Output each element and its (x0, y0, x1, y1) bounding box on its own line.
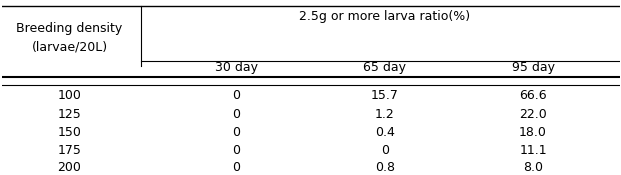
Text: 18.0: 18.0 (519, 126, 547, 139)
Text: 0: 0 (381, 144, 389, 157)
Text: 0: 0 (232, 108, 240, 121)
Text: 95 day: 95 day (512, 61, 555, 74)
Text: 0: 0 (232, 126, 240, 139)
Text: 8.0: 8.0 (523, 161, 543, 174)
Text: 175: 175 (58, 144, 81, 157)
Text: 150: 150 (58, 126, 81, 139)
Text: 2.5g or more larva ratio(%): 2.5g or more larva ratio(%) (299, 10, 470, 23)
Text: 0: 0 (232, 89, 240, 102)
Text: 0: 0 (232, 144, 240, 157)
Text: 200: 200 (58, 161, 81, 174)
Text: 65 day: 65 day (363, 61, 406, 74)
Text: Breeding density: Breeding density (16, 22, 123, 35)
Text: 0: 0 (232, 161, 240, 174)
Text: (larvae/20L): (larvae/20L) (32, 40, 107, 53)
Text: 0.8: 0.8 (374, 161, 395, 174)
Text: 125: 125 (58, 108, 81, 121)
Text: 1.2: 1.2 (375, 108, 394, 121)
Text: 0.4: 0.4 (375, 126, 395, 139)
Text: 15.7: 15.7 (371, 89, 399, 102)
Text: 30 day: 30 day (215, 61, 258, 74)
Text: 11.1: 11.1 (519, 144, 547, 157)
Text: 66.6: 66.6 (519, 89, 547, 102)
Text: 100: 100 (58, 89, 81, 102)
Text: 22.0: 22.0 (519, 108, 547, 121)
